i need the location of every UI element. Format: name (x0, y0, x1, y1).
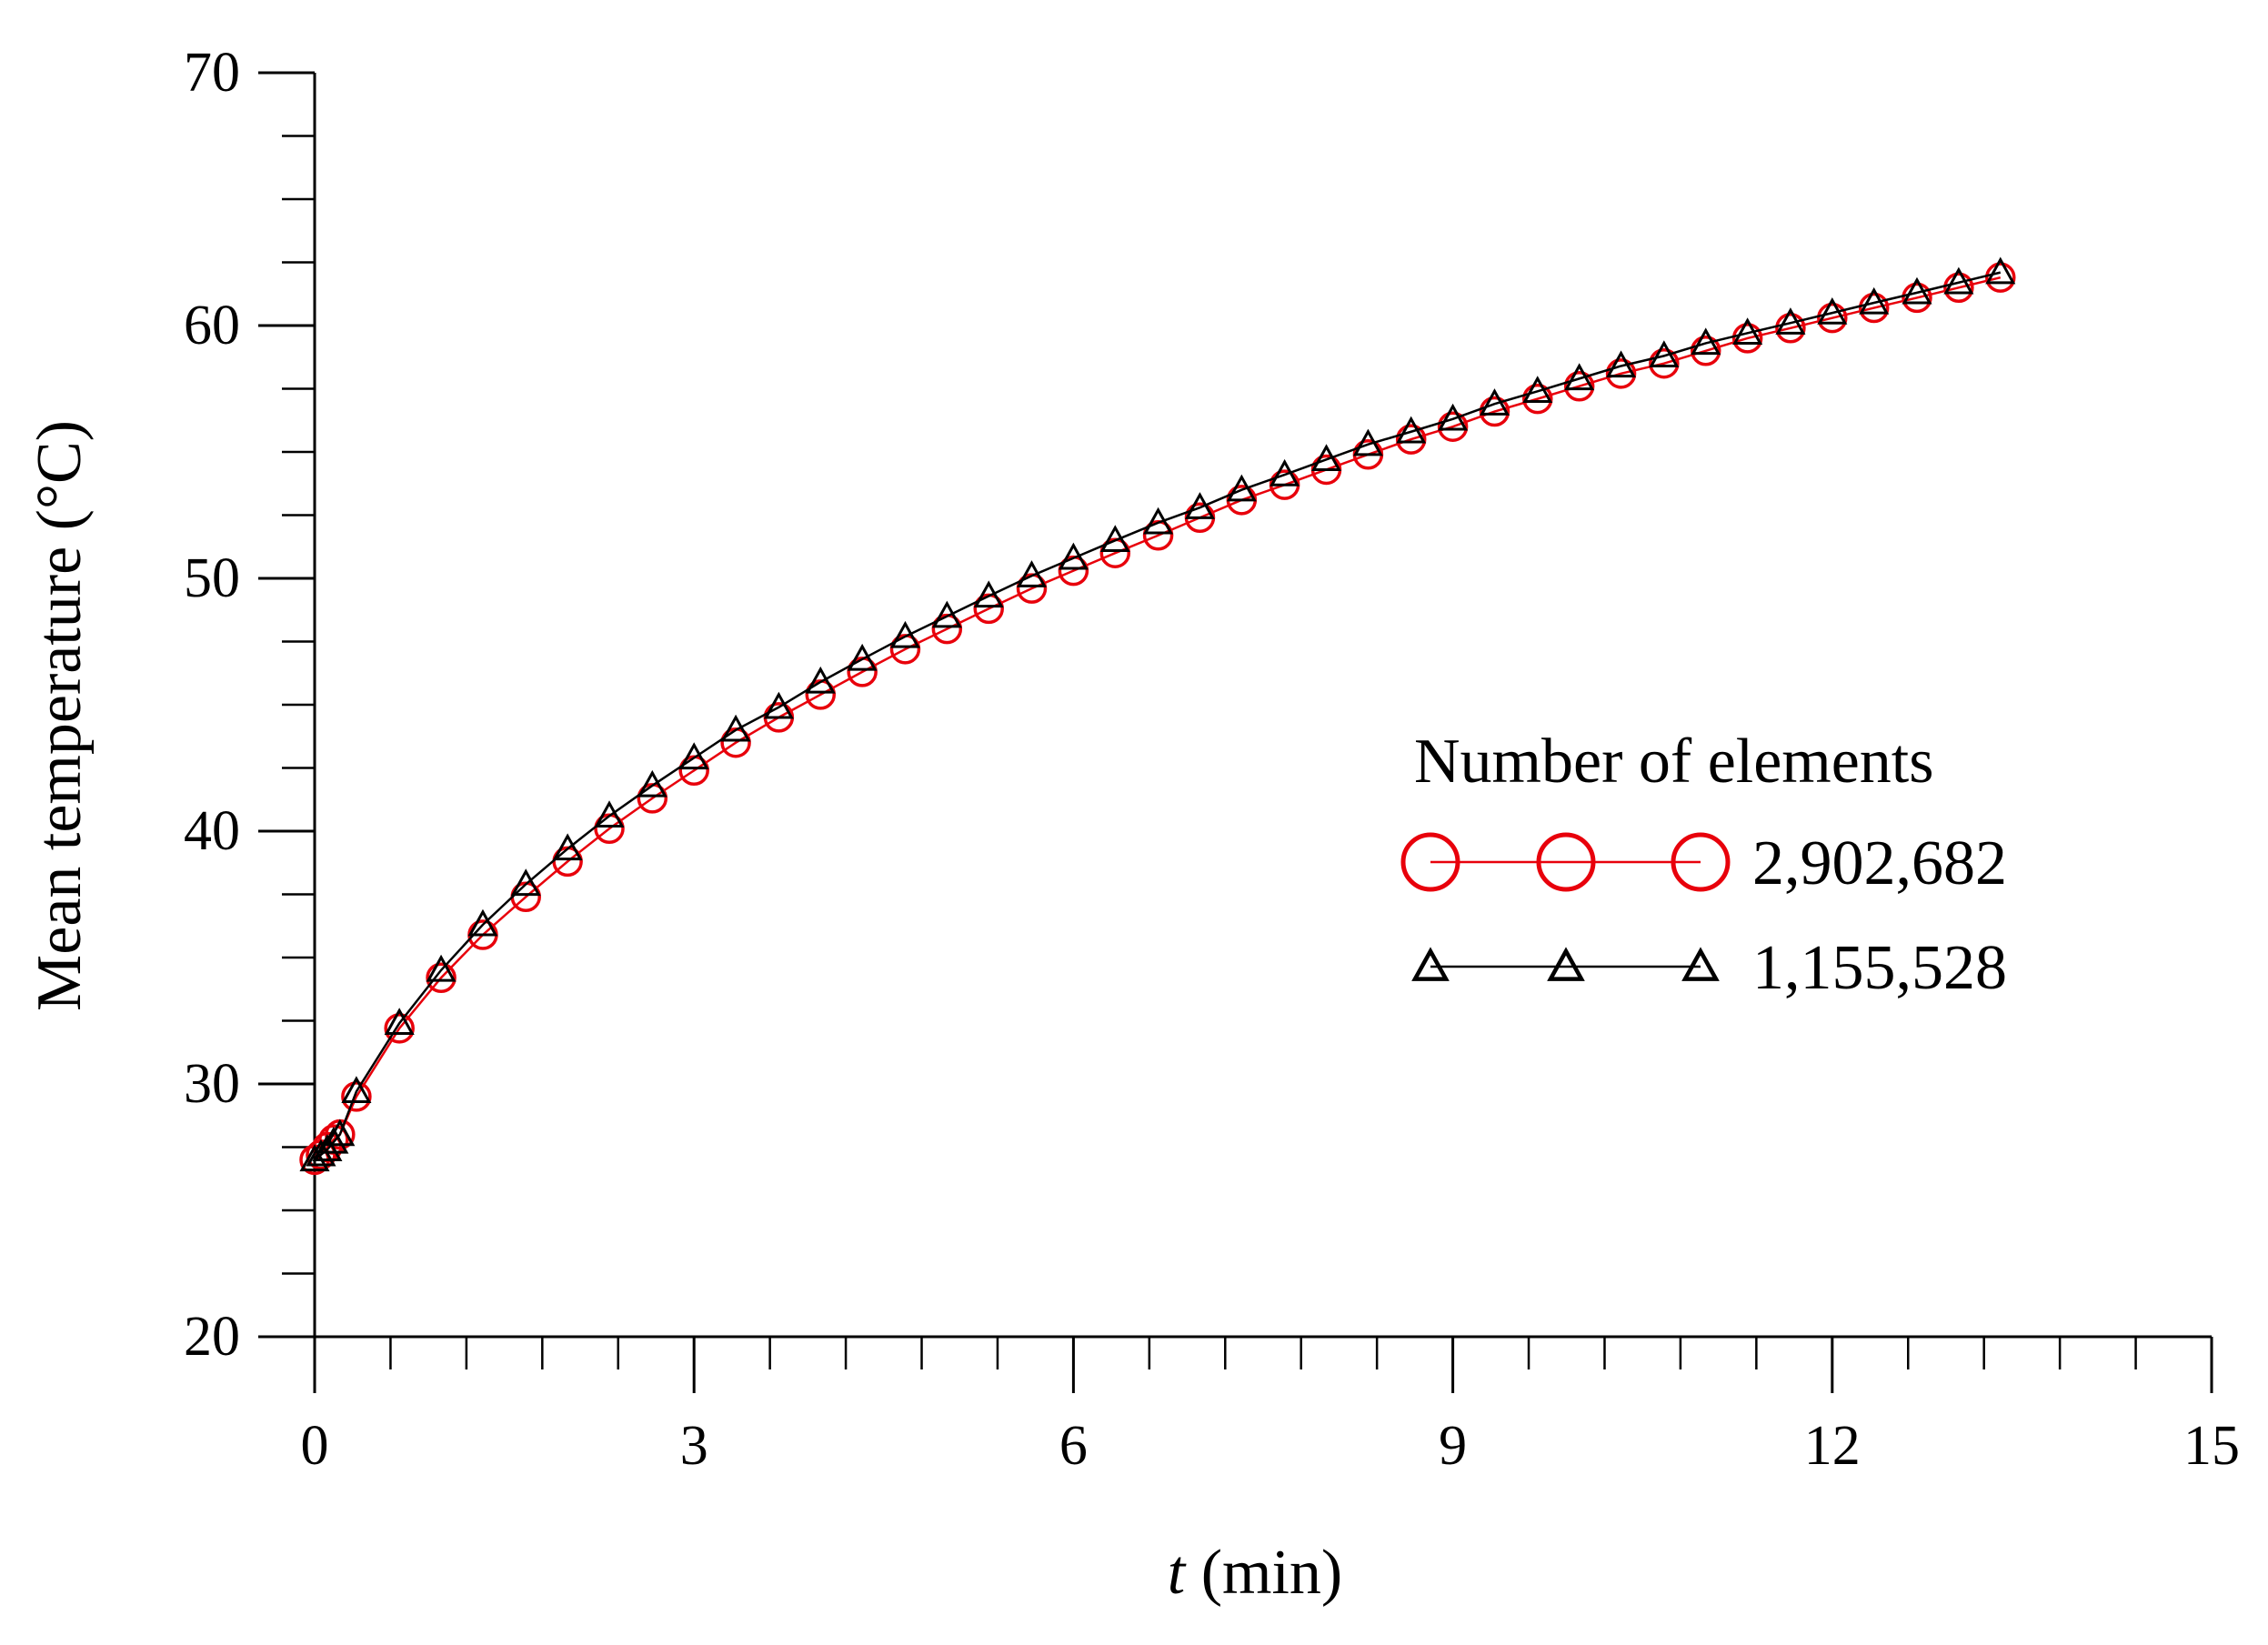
triangle-marker (1649, 340, 1680, 368)
triangle-marker (510, 868, 541, 897)
triangle-marker (1606, 350, 1637, 378)
triangle-marker (1859, 286, 1890, 315)
x-tick-label: 6 (1059, 1415, 1088, 1477)
triangle-marker (1522, 376, 1553, 403)
circle-marker (1671, 832, 1731, 892)
circle-marker (1395, 424, 1427, 455)
axes: 20 30 40 50 60 70 0 3 6 9 12 15 (184, 42, 2240, 1477)
y-tick-label: 70 (184, 42, 240, 104)
y-tick-label: 60 (184, 295, 240, 356)
x-tick-label: 0 (301, 1415, 329, 1477)
legend-item-1: 2,902,682 (1400, 828, 2007, 898)
y-tick-label: 40 (184, 800, 240, 862)
circle-marker (1943, 272, 1974, 304)
circle-marker (1902, 282, 1932, 314)
triangle-marker (847, 643, 878, 671)
circle-marker (1563, 370, 1595, 402)
triangle-marker (1564, 363, 1595, 391)
triangle-marker (1985, 256, 2016, 285)
circle-marker (1437, 411, 1469, 442)
triangle-marker (384, 1008, 415, 1035)
triangle-marker (312, 1134, 343, 1161)
triangle-marker (1691, 327, 1721, 356)
circle-marker (1775, 313, 1806, 344)
y-tick-label: 30 (184, 1053, 240, 1115)
triangle-marker (1438, 403, 1469, 431)
triangle-marker (1184, 492, 1216, 519)
triangle-marker (1547, 947, 1585, 981)
circle-marker (1731, 323, 1763, 354)
circle-marker (1690, 336, 1721, 366)
series-line (314, 276, 2002, 1161)
triangle-marker (763, 691, 794, 719)
triangle-marker (1099, 525, 1130, 552)
triangle-marker (1681, 947, 1720, 981)
series-line (314, 271, 2002, 1161)
series-2 (299, 256, 2016, 1172)
y-axis-label: Mean temperature (°C) (25, 420, 95, 1011)
circle-marker (1479, 396, 1510, 427)
circle-marker (1522, 383, 1553, 415)
triangle-marker (1226, 474, 1257, 502)
circle-marker (341, 1081, 372, 1112)
triangle-marker (1058, 542, 1089, 570)
triangle-marker (889, 620, 920, 648)
triangle-marker (1479, 388, 1510, 416)
triangle-marker (1902, 276, 1932, 305)
triangle-marker (1016, 560, 1048, 587)
triangle-marker (1396, 416, 1427, 444)
circle-marker (384, 1013, 415, 1044)
circle-marker (1985, 262, 2016, 293)
triangle-marker (467, 908, 498, 937)
triangle-marker (720, 714, 751, 742)
triangle-marker (678, 742, 709, 770)
circle-marker (1817, 302, 1848, 334)
triangle-marker (318, 1126, 349, 1154)
x-tick-label: 3 (680, 1415, 708, 1477)
legend-title: Number of elements (1414, 727, 1933, 797)
triangle-marker (552, 833, 583, 861)
triangle-marker (805, 666, 836, 694)
circle-marker (1605, 358, 1637, 389)
x-axis-label-unit: (min) (1185, 1538, 1342, 1608)
triangle-marker (1310, 444, 1342, 472)
triangle-marker (931, 600, 962, 628)
triangle-marker (426, 954, 457, 982)
circle-marker (1858, 292, 1890, 324)
y-tick-label: 50 (184, 547, 240, 609)
circle-marker (1536, 832, 1596, 892)
x-axis-label-var: t (1168, 1538, 1187, 1608)
triangle-marker (1352, 428, 1383, 456)
triangle-marker (1732, 317, 1763, 346)
triangle-marker (1269, 458, 1300, 486)
triangle-marker (637, 769, 667, 797)
series-1 (299, 262, 2016, 1176)
triangle-marker (973, 580, 1004, 608)
triangle-marker (594, 800, 625, 828)
series-layer (299, 256, 2016, 1176)
x-tick-label: 9 (1439, 1415, 1467, 1477)
x-tick-label: 15 (2183, 1415, 2240, 1477)
x-tick-label: 12 (1804, 1415, 1861, 1477)
circle-marker (426, 962, 457, 993)
triangle-marker (1775, 307, 1806, 335)
triangle-marker (1943, 266, 1974, 295)
legend-items: 2,902,682 1,155,528 (1400, 828, 2007, 1003)
triangle-marker (325, 1118, 356, 1147)
triangle-marker (1143, 507, 1174, 535)
legend: Number of elements 2,902,682 1,155,528 (1400, 727, 2007, 1003)
legend-label: 2,902,682 (1752, 828, 2007, 898)
legend-item-2: 1,155,528 (1411, 933, 2007, 1003)
circle-marker (1400, 832, 1460, 892)
circle-marker (1649, 347, 1680, 379)
legend-label: 1,155,528 (1752, 933, 2007, 1003)
x-axis-label: t (min) (1168, 1538, 1342, 1608)
triangle-marker (341, 1076, 372, 1104)
y-tick-label: 20 (184, 1306, 240, 1368)
triangle-marker (1817, 297, 1848, 325)
triangle-marker (1411, 947, 1450, 981)
